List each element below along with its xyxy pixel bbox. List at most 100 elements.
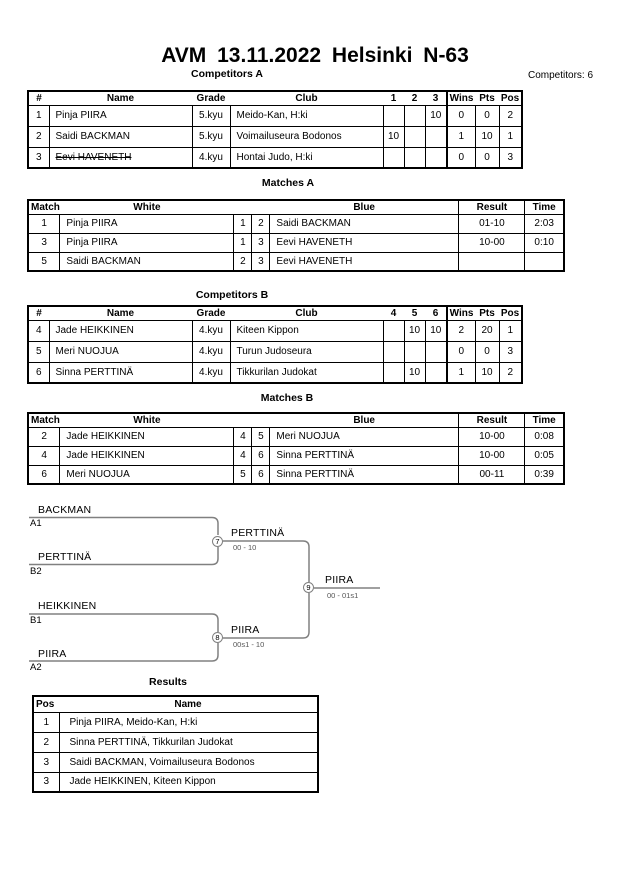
club-cell: Turun Judoseura [229, 340, 384, 363]
results-table: Pos Name 1 Pinja PIIRA, Meido-Kan, H:ki … [32, 695, 319, 793]
name-cell: Saidi BACKMAN, Voimailuseura Bodonos [58, 751, 319, 773]
white-name-cell: Jade HEIKKINEN [59, 445, 235, 466]
result-cell: 01-10 [458, 213, 526, 234]
matches-b-table: Match White Blue Result Time 2 Jade HEIK… [27, 412, 565, 485]
col-header-pos: Pos [499, 91, 522, 106]
match-row: 4 Jade HEIKKINEN 4 6 Sinna PERTTINÄ 10-0… [27, 445, 565, 466]
header-row: Pos Name [33, 696, 318, 713]
vs3-cell [424, 125, 448, 148]
pts-cell: 20 [474, 319, 500, 342]
header-row: Match White Blue Result Time [28, 200, 564, 215]
bracket-slot-name: HEIKKINEN [38, 600, 97, 612]
blue-name-cell: Eevi HAVENETH [269, 251, 460, 272]
wins-cell: 1 [446, 125, 476, 148]
bracket-line-b1 [29, 613, 219, 632]
pool-a-heading: Competitors A [191, 68, 263, 80]
col-header-white: White [59, 413, 234, 428]
col-header-result: Result [458, 200, 525, 215]
result-cell: 10-00 [458, 445, 526, 466]
vs5-cell: 10 [403, 361, 426, 384]
vs3-cell [424, 146, 448, 169]
header-row: Match White Blue Result Time [28, 413, 564, 428]
time-cell: 0:05 [524, 445, 565, 466]
club-cell: Tikkurilan Judokat [229, 361, 384, 384]
blue-num-cell: 5 [251, 426, 271, 447]
bracket-score: 00 - 01s1 [327, 591, 359, 600]
col-header-time: Time [524, 413, 564, 428]
result-cell [458, 251, 526, 272]
grade-cell: 4.kyu [191, 146, 231, 169]
col-header-white-num [233, 200, 252, 215]
col-header-num: # [28, 91, 49, 106]
competitor-row: 1 Pinja PIIRA 5.kyu Meido-Kan, H:ki 10 0… [27, 104, 523, 127]
vs4-cell [382, 361, 405, 384]
pos-cell: 2 [32, 731, 60, 753]
pool-b-heading: Competitors B [195, 289, 269, 301]
col-header-name: Name [59, 696, 318, 713]
pts-cell: 0 [474, 104, 500, 127]
col-header-6: 6 [425, 306, 447, 321]
match-row: 5 Saidi BACKMAN 2 3 Eevi HAVENETH [27, 251, 565, 272]
blue-name-cell: Eevi HAVENETH [269, 232, 460, 253]
col-header-time: Time [524, 200, 564, 215]
name-cell: Pinja PIIRA [48, 104, 193, 127]
col-header-name: Name [49, 91, 192, 106]
time-cell [524, 251, 565, 272]
num-cell: 5 [27, 340, 50, 363]
club-cell: Kiteen Kippon [229, 319, 384, 342]
time-cell: 0:10 [524, 232, 565, 253]
competitors-a-table: # Name Grade Club 1 2 3 Wins Pts Pos 1 P… [27, 90, 523, 169]
col-header-blue-num [251, 413, 270, 428]
white-num-cell: 4 [233, 426, 253, 447]
competitor-row: 6 Sinna PERTTINÄ 4.kyu Tikkurilan Judoka… [27, 361, 523, 384]
col-header-3: 3 [425, 91, 447, 106]
blue-num-cell: 6 [251, 464, 271, 485]
club-cell: Hontai Judo, H:ki [229, 146, 384, 169]
white-name-cell: Saidi BACKMAN [59, 251, 235, 272]
col-header-blue-num [251, 200, 270, 215]
num-cell: 6 [27, 361, 50, 384]
match-num-cell: 5 [27, 251, 61, 272]
match-row: 2 Jade HEIKKINEN 4 5 Meri NUOJUA 10-00 0… [27, 426, 565, 447]
white-num-cell: 4 [233, 445, 253, 466]
pts-cell: 0 [474, 340, 500, 363]
result-row: 3 Jade HEIKKINEN, Kiteen Kippon [32, 771, 319, 793]
blue-name-cell: Sinna PERTTINÄ [269, 464, 460, 485]
blue-num-cell: 3 [251, 251, 271, 272]
white-num-cell: 1 [233, 213, 253, 234]
bracket-node-7: 7 [212, 536, 223, 547]
name-cell: Sinna PERTTINÄ [48, 361, 193, 384]
competitors-b-table: # Name Grade Club 4 5 6 Wins Pts Pos 4 J… [27, 305, 523, 384]
grade-cell: 4.kyu [191, 319, 231, 342]
col-header-wins: Wins [446, 91, 475, 106]
bracket-winner-name: PIIRA [325, 574, 354, 586]
col-header-5: 5 [404, 306, 425, 321]
competitor-row: 5 Meri NUOJUA 4.kyu Turun Judoseura 0 0 … [27, 340, 523, 363]
club-cell: Voimailuseura Bodonos [229, 125, 384, 148]
vs1-cell [382, 146, 405, 169]
bracket-line-a1 [29, 516, 219, 535]
bracket-slot-name: PIIRA [38, 648, 67, 660]
wins-cell: 0 [446, 340, 476, 363]
bracket-line-b2 [29, 547, 219, 566]
vs6-cell [424, 340, 448, 363]
competitor-row: 3 Eevi HAVENETH 4.kyu Hontai Judo, H:ki … [27, 146, 523, 169]
competitor-name: Sinna PERTTINÄ [55, 366, 134, 378]
blue-num-cell: 6 [251, 445, 271, 466]
name-cell: Meri NUOJUA [48, 340, 193, 363]
col-header-pos: Pos [33, 696, 59, 713]
time-cell: 0:39 [524, 464, 565, 485]
name-cell: Eevi HAVENETH [48, 146, 193, 169]
match-num-cell: 4 [27, 445, 61, 466]
vs6-cell: 10 [424, 319, 448, 342]
bracket-winner-name: PIIRA [231, 624, 260, 636]
col-header-pts: Pts [475, 306, 499, 321]
pos-cell: 3 [498, 146, 523, 169]
match-num-cell: 2 [27, 426, 61, 447]
white-num-cell: 5 [233, 464, 253, 485]
match-num-cell: 3 [27, 232, 61, 253]
vs2-cell [403, 146, 426, 169]
col-header-4: 4 [383, 306, 404, 321]
wins-cell: 2 [446, 319, 476, 342]
